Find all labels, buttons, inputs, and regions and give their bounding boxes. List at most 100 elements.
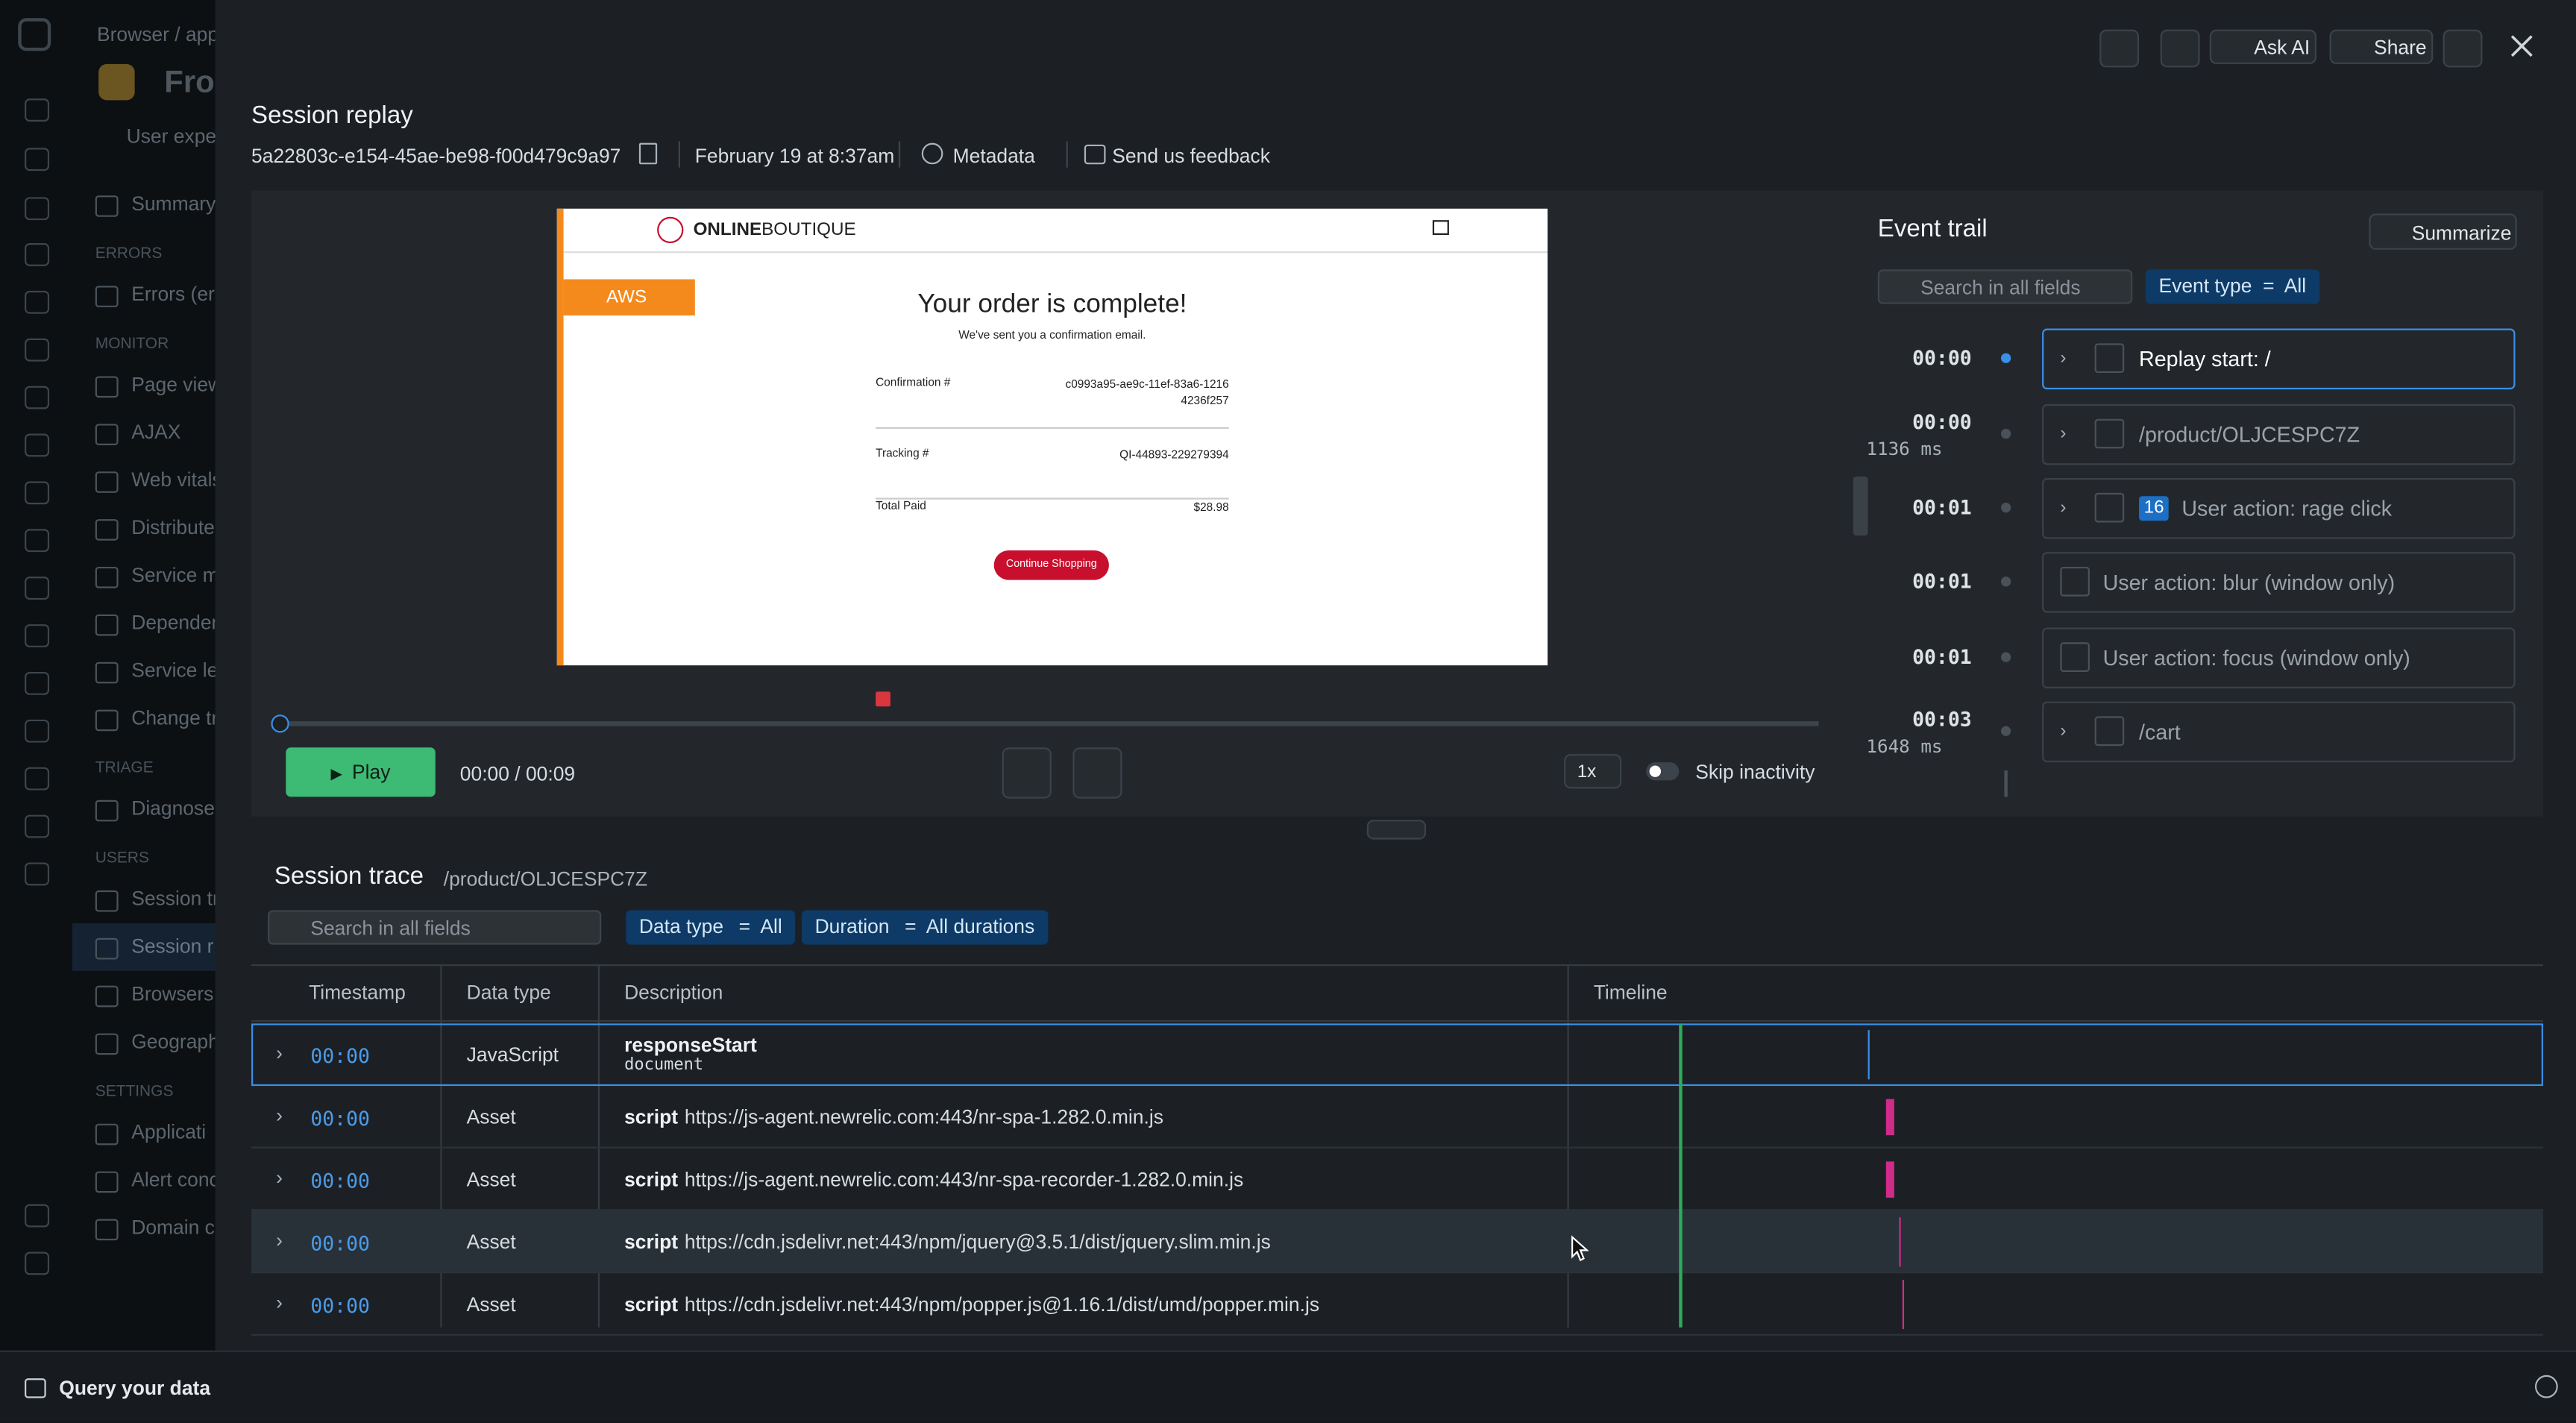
summarize-button[interactable]: Summarize (2369, 213, 2517, 250)
session-trace-path: /product/OLJCESPC7Z (443, 867, 648, 890)
event-item[interactable]: › /cart (2042, 701, 2516, 763)
event-item[interactable]: User action: blur (window only) (2042, 552, 2516, 613)
event-dot (2001, 353, 2011, 363)
event-item[interactable]: › 16 User action: rage click (2042, 478, 2516, 539)
expand-chevron[interactable]: › (2060, 348, 2067, 368)
nav-item[interactable]: Change tr (72, 695, 216, 743)
trace-row[interactable] (251, 1210, 2543, 1274)
field-label: Confirmation # (876, 377, 951, 390)
nav-item[interactable]: Errors (er (72, 271, 216, 318)
rail-icon[interactable] (25, 338, 50, 362)
nav-item[interactable]: Alert conc (72, 1157, 216, 1204)
trace-row[interactable] (251, 1273, 2543, 1336)
modal-title: Session replay (251, 101, 413, 131)
expand-chevron[interactable]: › (276, 1228, 283, 1252)
rail-icon[interactable] (25, 719, 50, 743)
event-dot (2001, 726, 2011, 736)
data-type: Asset (466, 1168, 516, 1192)
trace-row[interactable] (251, 1086, 2543, 1149)
rail-icon[interactable] (25, 577, 50, 600)
continue-button[interactable]: Continue Shopping (993, 550, 1109, 580)
nav-item[interactable]: Browsers (72, 971, 216, 1019)
speed-select[interactable]: 1x (1564, 754, 1622, 789)
nav-item[interactable]: Service m (72, 552, 216, 600)
collapse-handle[interactable] (1853, 476, 1868, 536)
expand-chevron[interactable]: › (2060, 721, 2067, 741)
progress-track[interactable] (280, 721, 1819, 726)
event-item[interactable]: › Replay start: / (2042, 328, 2516, 390)
trace-filter[interactable]: Data type = All (626, 910, 796, 945)
rail-icon[interactable] (25, 1251, 50, 1275)
rail-icon[interactable] (25, 862, 50, 886)
nav-item[interactable]: Session tr (72, 876, 216, 923)
rail-icon[interactable] (25, 197, 50, 221)
description-detail: https://cdn.jsdelivr.net:443/npm/jquery@… (684, 1230, 1271, 1254)
rail-icon[interactable] (25, 290, 50, 314)
nav-item[interactable]: Distribute (72, 504, 216, 552)
notes-button[interactable] (2160, 29, 2200, 68)
nav-item[interactable]: Applicati (72, 1109, 216, 1157)
query-link[interactable]: Query your data (59, 1376, 211, 1400)
nav-item[interactable]: Summary (72, 180, 216, 228)
ask-ai-button[interactable]: Ask AI (2209, 29, 2316, 64)
description: script https://cdn.jsdelivr.net:443/npm/j… (624, 1231, 1271, 1254)
expand-chevron[interactable]: › (276, 1291, 283, 1315)
trace-row[interactable] (251, 1149, 2543, 1211)
nav-item[interactable]: Service le (72, 647, 216, 695)
event-icon (2060, 642, 2090, 672)
event-item[interactable]: › /product/OLJCESPC7Z (2042, 403, 2516, 465)
feedback-link[interactable]: Send us feedback (1112, 144, 1270, 168)
frame-edge (556, 208, 564, 666)
trace-row[interactable] (251, 1023, 2543, 1087)
nav-item[interactable]: Dependen (72, 600, 216, 647)
nav-item[interactable]: Domain co (72, 1204, 216, 1252)
rail-icon[interactable] (25, 624, 50, 647)
trace-filter[interactable]: Duration = All durations (801, 910, 1048, 945)
rail-icon[interactable] (25, 529, 50, 553)
session-date: February 19 at 8:37am (694, 144, 895, 168)
nav-item[interactable]: Web vitals (72, 456, 216, 504)
share-button[interactable]: Share (2329, 29, 2434, 64)
expand-chevron[interactable]: › (2060, 497, 2067, 518)
skip-toggle[interactable] (1646, 762, 1680, 781)
progress-handle[interactable] (271, 714, 289, 733)
description: script https://js-agent.newrelic.com:443/… (624, 1168, 1243, 1191)
copy-icon[interactable] (638, 142, 658, 165)
expand-chevron[interactable]: › (2060, 424, 2067, 444)
nav-item[interactable]: Geograph (72, 1019, 216, 1067)
close-button[interactable] (2510, 34, 2533, 57)
skip-back-button[interactable] (1002, 747, 1052, 799)
nav-item[interactable]: AJAX (72, 409, 216, 456)
expand-chevron[interactable]: › (276, 1166, 283, 1190)
skip-forward-button[interactable] (1072, 747, 1122, 799)
rail-icon[interactable] (25, 671, 50, 695)
rail-icon[interactable] (25, 1204, 50, 1228)
nav-item[interactable]: Diagnose (72, 785, 216, 833)
play-button[interactable]: ▶ Play (286, 747, 436, 797)
event-type-filter[interactable]: Event type = All (2145, 269, 2319, 304)
rail-icon[interactable] (25, 481, 50, 505)
comment-button[interactable] (2099, 29, 2140, 68)
resize-handle[interactable] (1366, 820, 1427, 840)
nav-item[interactable]: Session r (72, 923, 216, 971)
expand-chevron[interactable]: › (276, 1041, 283, 1065)
nav-item[interactable]: Page view (72, 362, 216, 409)
timeline-bar (1885, 1099, 1894, 1136)
brand-bold: ONLINE (693, 220, 762, 240)
trace-search[interactable]: Search in all fields (268, 910, 602, 945)
rail-icon[interactable] (25, 98, 50, 122)
event-item[interactable]: User action: focus (window only) (2042, 627, 2516, 688)
rail-icon[interactable] (25, 433, 50, 457)
cart-icon[interactable] (1432, 220, 1449, 236)
rail-icon[interactable] (25, 243, 50, 266)
rail-icon[interactable] (25, 148, 50, 172)
expand-chevron[interactable]: › (276, 1104, 283, 1128)
rail-icon[interactable] (25, 767, 50, 791)
metadata-link[interactable]: Metadata (952, 144, 1035, 168)
link-button[interactable] (2443, 29, 2483, 68)
rail-icon[interactable] (25, 386, 50, 409)
event-search[interactable]: Search in all fields (1877, 269, 2133, 304)
cursor (1571, 1235, 1589, 1262)
rail-icon[interactable] (25, 814, 50, 838)
help-icon[interactable] (2534, 1375, 2558, 1398)
